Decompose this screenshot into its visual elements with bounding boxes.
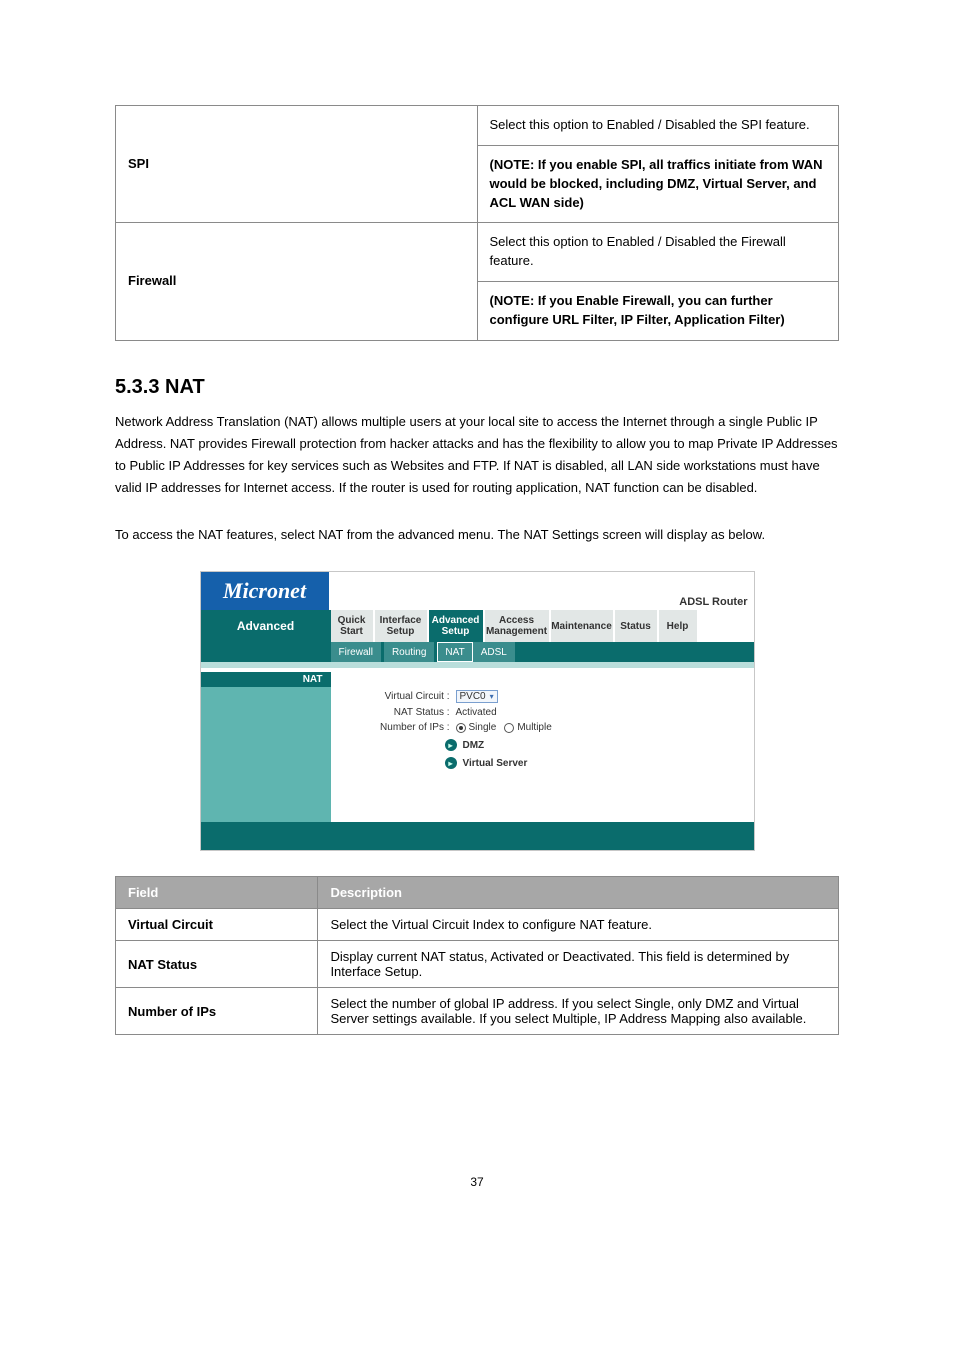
nat-status-label: NAT Status : bbox=[331, 707, 456, 718]
tab-label: Advanced bbox=[432, 615, 480, 626]
def-desc: (NOTE: If you Enable Firewall, you can f… bbox=[477, 282, 839, 341]
feature-link-label: DMZ bbox=[463, 740, 485, 751]
main-tab[interactable]: AdvancedSetup bbox=[429, 610, 485, 642]
feature-link[interactable]: ▸ DMZ bbox=[331, 739, 754, 751]
tab-label: Management bbox=[486, 626, 547, 637]
fd-desc: Select the number of global IP address. … bbox=[318, 988, 839, 1035]
main-tab[interactable]: QuickStart bbox=[331, 610, 375, 642]
tab-label: Access bbox=[499, 615, 534, 626]
radio-label: Multiple bbox=[517, 722, 551, 733]
side-section-label: NAT bbox=[201, 672, 331, 687]
table-row: NAT StatusDisplay current NAT status, Ac… bbox=[116, 941, 839, 988]
fd-label: NAT Status bbox=[116, 941, 318, 988]
tab-label: Maintenance bbox=[551, 621, 612, 632]
radio-multiple[interactable] bbox=[504, 723, 514, 733]
arrow-icon: ▸ bbox=[445, 757, 457, 769]
tab-label: Interface bbox=[380, 615, 422, 626]
virtual-circuit-value: PVC0 bbox=[460, 691, 486, 702]
fd-head-desc: Description bbox=[318, 877, 839, 909]
main-tab[interactable]: Help bbox=[659, 610, 699, 642]
number-of-ips-label: Number of IPs : bbox=[331, 722, 456, 733]
tab-label: Start bbox=[340, 626, 363, 637]
def-desc: (NOTE: If you enable SPI, all traffics i… bbox=[477, 145, 839, 223]
sub-tab[interactable]: NAT bbox=[437, 642, 472, 662]
left-panel-title: Advanced bbox=[201, 610, 331, 642]
number-of-ips-options: Single Multiple bbox=[456, 722, 560, 733]
arrow-icon: ▸ bbox=[445, 739, 457, 751]
radio-label: Single bbox=[469, 722, 497, 733]
chevron-down-icon: ▾ bbox=[490, 692, 494, 701]
def-label: SPI bbox=[116, 106, 478, 223]
def-label: Firewall bbox=[116, 223, 478, 340]
nat-status-value: Activated bbox=[456, 707, 497, 718]
subnav-left-spacer bbox=[201, 642, 331, 662]
sub-tab[interactable]: Routing bbox=[384, 642, 437, 662]
tab-label: Setup bbox=[387, 626, 415, 637]
fd-head-field: Field bbox=[116, 877, 318, 909]
feature-link-label: Virtual Server bbox=[463, 758, 528, 769]
sub-tab[interactable]: ADSL bbox=[473, 642, 518, 662]
main-tab[interactable]: AccessManagement bbox=[485, 610, 551, 642]
brand-logo: Micronet bbox=[201, 572, 331, 610]
table-row: Virtual CircuitSelect the Virtual Circui… bbox=[116, 909, 839, 941]
def-desc: Select this option to Enabled / Disabled… bbox=[477, 106, 839, 146]
tab-label: Status bbox=[620, 621, 651, 632]
tab-label: Help bbox=[667, 621, 689, 632]
table-row: SPISelect this option to Enabled / Disab… bbox=[116, 106, 839, 146]
fd-desc: Display current NAT status, Activated or… bbox=[318, 941, 839, 988]
main-tab[interactable]: Maintenance bbox=[551, 610, 615, 642]
feature-link[interactable]: ▸ Virtual Server bbox=[331, 757, 754, 769]
router-screenshot: Micronet ADSL Router Advanced QuickStart… bbox=[200, 571, 755, 851]
def-desc: Select this option to Enabled / Disabled… bbox=[477, 223, 839, 282]
main-tab[interactable]: Status bbox=[615, 610, 659, 642]
paragraph-2: To access the NAT features, select NAT f… bbox=[115, 524, 839, 546]
section-heading: 5.3.3 NAT bbox=[115, 376, 839, 399]
virtual-circuit-label: Virtual Circuit : bbox=[331, 691, 456, 702]
device-label: ADSL Router bbox=[331, 572, 754, 610]
sub-tab[interactable]: Firewall bbox=[331, 642, 384, 662]
page-number: 37 bbox=[115, 1175, 839, 1189]
router-bottom-bar bbox=[201, 822, 754, 850]
table-row: Number of IPsSelect the number of global… bbox=[116, 988, 839, 1035]
tab-label: Setup bbox=[442, 626, 470, 637]
paragraph-1: Network Address Translation (NAT) allows… bbox=[115, 411, 839, 499]
fd-label: Virtual Circuit bbox=[116, 909, 318, 941]
fd-desc: Select the Virtual Circuit Index to conf… bbox=[318, 909, 839, 941]
tab-label: Quick bbox=[338, 615, 366, 626]
field-description-table: Field Description Virtual CircuitSelect … bbox=[115, 876, 839, 1035]
definitions-table: SPISelect this option to Enabled / Disab… bbox=[115, 105, 839, 341]
fd-label: Number of IPs bbox=[116, 988, 318, 1035]
main-tab[interactable]: InterfaceSetup bbox=[375, 610, 429, 642]
radio-single[interactable] bbox=[456, 723, 466, 733]
subnav-filler bbox=[518, 642, 754, 662]
table-row: FirewallSelect this option to Enabled / … bbox=[116, 223, 839, 282]
virtual-circuit-select[interactable]: PVC0 ▾ bbox=[456, 690, 498, 703]
